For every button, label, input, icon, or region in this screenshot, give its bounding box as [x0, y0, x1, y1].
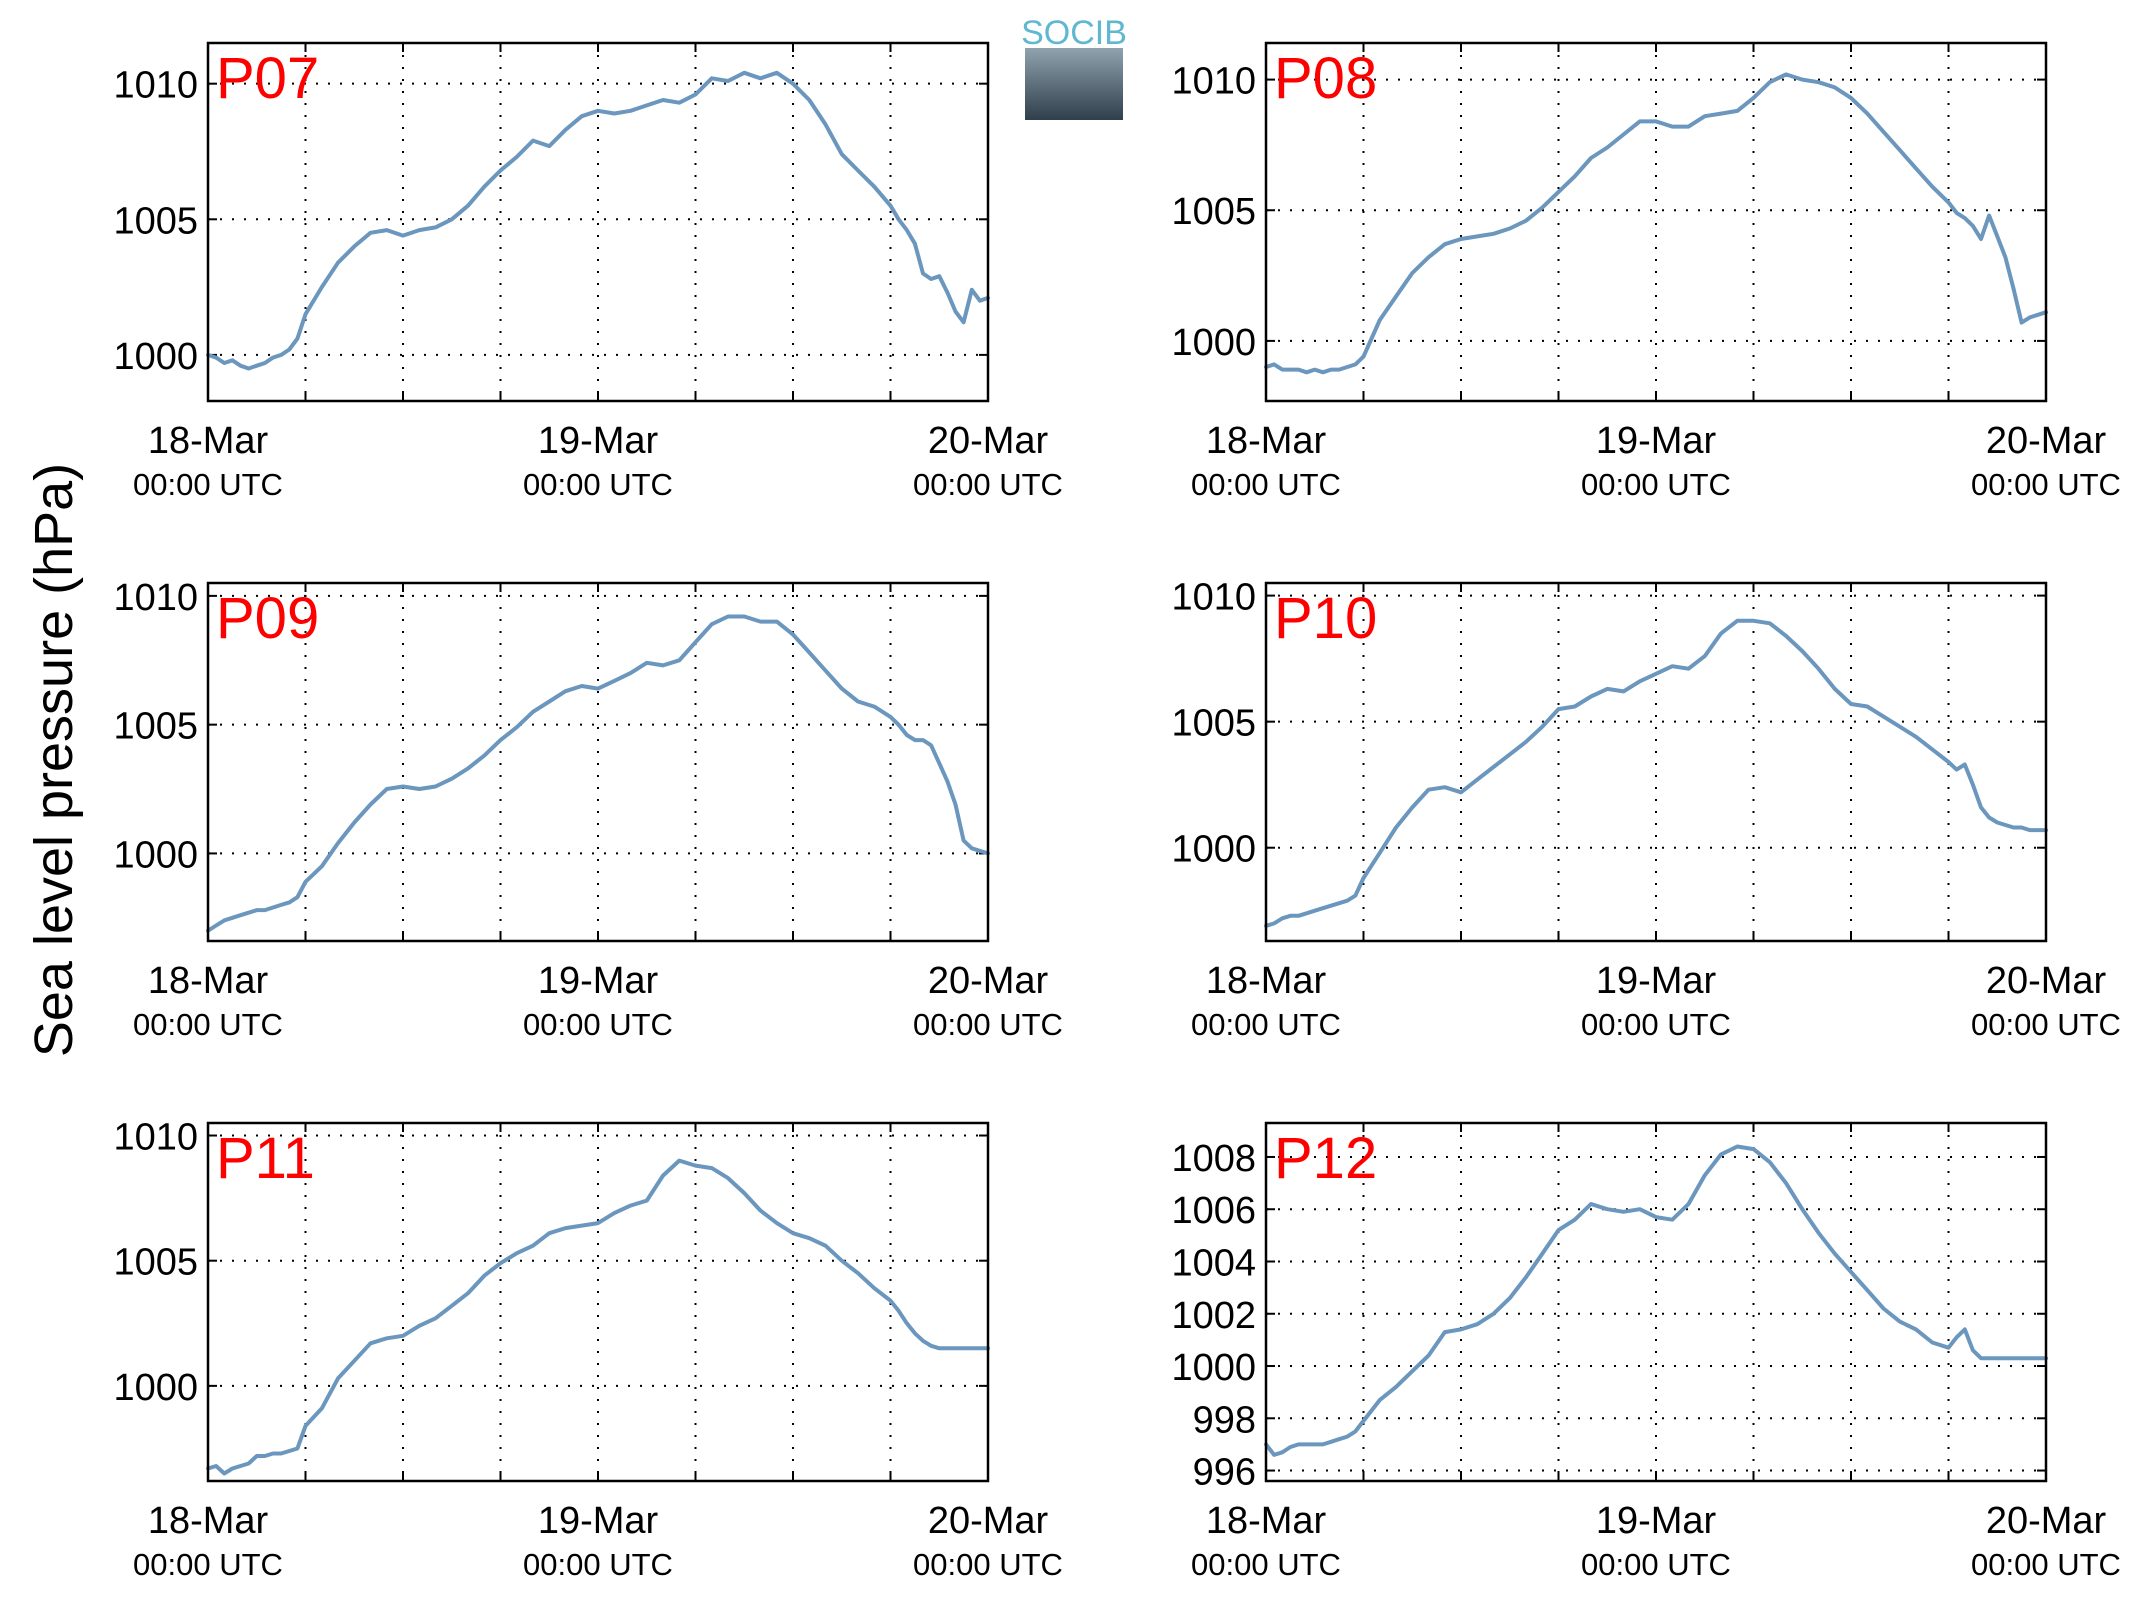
panels: 1000 1005 1010 18-Mar 00:00 UTC 19-Mar 00:00 U…	[113, 41, 2121, 1582]
x-tick-label-time: 00:00 UTC	[1971, 467, 2121, 502]
y-axis-label: Sea level pressure (hPa)	[24, 463, 84, 1057]
x-tick-label-time: 00:00 UTC	[913, 1007, 1063, 1042]
x-tick-label-time: 00:00 UTC	[133, 1547, 283, 1582]
x-tick-label-time: 00:00 UTC	[523, 1007, 673, 1042]
y-tick-label: 1000	[113, 336, 198, 378]
x-tick-label-date: 20-Mar	[928, 1500, 1049, 1542]
axes-frame	[1264, 41, 2048, 403]
x-tick-label-time: 00:00 UTC	[1191, 1007, 1341, 1042]
x-tick-label-date: 19-Mar	[1596, 960, 1717, 1002]
y-tick-label: 1010	[113, 1117, 198, 1159]
series-line-p12	[1264, 1144, 2048, 1457]
x-tick-label-time: 00:00 UTC	[133, 1007, 283, 1042]
x-tick-label-time: 00:00 UTC	[913, 1547, 1063, 1582]
x-tick-label-time: 00:00 UTC	[1191, 1547, 1341, 1582]
x-tick-label-date: 20-Mar	[928, 420, 1049, 462]
x-tick-label-date: 20-Mar	[1986, 1500, 2107, 1542]
y-tick-label: 1002	[1171, 1295, 1256, 1337]
y-tick-label: 1010	[113, 577, 198, 619]
panel-label: P09	[216, 586, 319, 651]
y-tick-label: 1005	[113, 706, 198, 748]
x-tick-label-time: 00:00 UTC	[913, 467, 1063, 502]
y-tick-label: 1010	[1171, 577, 1256, 619]
panel-p11: 1000 1005 1010 18-Mar 00:00 UTC 19-Mar 00:00 U…	[113, 1117, 1063, 1582]
y-tick-label: 1005	[113, 1242, 198, 1284]
axes-frame	[1264, 581, 2048, 943]
y-tick-label: 1010	[1171, 61, 1256, 103]
socib-logo: SOCIB	[1021, 14, 1127, 120]
x-tick-label-date: 18-Mar	[148, 1500, 269, 1542]
series-line-p10	[1264, 618, 2048, 928]
panel-label: P12	[1274, 1126, 1377, 1191]
series-line-p11	[206, 1158, 990, 1476]
x-tick-label-date: 20-Mar	[1986, 960, 2107, 1002]
x-tick-label-time: 00:00 UTC	[1581, 1547, 1731, 1582]
x-tick-label-date: 19-Mar	[538, 960, 659, 1002]
y-tick-label: 1005	[113, 200, 198, 242]
panel-label: P10	[1274, 586, 1377, 651]
series-line-p07	[206, 70, 990, 371]
x-tick-label-time: 00:00 UTC	[133, 467, 283, 502]
y-tick-label: 1005	[1171, 703, 1256, 745]
y-tick-label: 1000	[1171, 829, 1256, 871]
panel-label: P08	[1274, 46, 1377, 111]
y-tick-label: 996	[1193, 1452, 1256, 1494]
x-tick-label-date: 19-Mar	[1596, 1500, 1717, 1542]
x-tick-label-date: 18-Mar	[1206, 420, 1327, 462]
x-tick-label-time: 00:00 UTC	[523, 1547, 673, 1582]
x-tick-label-time: 00:00 UTC	[1581, 467, 1731, 502]
y-tick-label: 1000	[1171, 322, 1256, 364]
x-tick-label-time: 00:00 UTC	[1971, 1547, 2121, 1582]
x-tick-label-date: 20-Mar	[1986, 420, 2107, 462]
x-tick-label-date: 18-Mar	[148, 960, 269, 1002]
y-tick-label: 1010	[113, 65, 198, 107]
x-tick-label-date: 19-Mar	[1596, 420, 1717, 462]
y-tick-label: 998	[1193, 1399, 1256, 1441]
axes-frame	[206, 581, 990, 943]
panel-p12: 996 998 1000 1002 1004 1006 1008 18-Mar 00:00 UT…	[1171, 1121, 2121, 1582]
panel-p08: 1000 1005 1010 18-Mar 00:00 UTC 19-Mar 00:00 U…	[1171, 41, 2121, 502]
axes-frame	[206, 41, 990, 403]
series-line-p08	[1264, 72, 2048, 375]
x-tick-label-date: 18-Mar	[148, 420, 269, 462]
panel-p10: 1000 1005 1010 18-Mar 00:00 UTC 19-Mar 00:00 U…	[1171, 577, 2121, 1042]
x-tick-label-date: 18-Mar	[1206, 1500, 1327, 1542]
x-tick-label-date: 20-Mar	[928, 960, 1049, 1002]
y-tick-label: 1004	[1171, 1242, 1256, 1284]
y-tick-label: 1006	[1171, 1190, 1256, 1232]
y-tick-label: 1000	[1171, 1347, 1256, 1389]
axes-frame	[1264, 1121, 2048, 1483]
panel-label: P07	[216, 46, 319, 111]
x-tick-label-date: 19-Mar	[538, 420, 659, 462]
panel-p09: 1000 1005 1010 18-Mar 00:00 UTC 19-Mar 00:00 U…	[113, 577, 1063, 1042]
panel-label: P11	[216, 1126, 315, 1191]
x-tick-label-time: 00:00 UTC	[523, 467, 673, 502]
x-tick-label-time: 00:00 UTC	[1971, 1007, 2121, 1042]
x-tick-label-date: 18-Mar	[1206, 960, 1327, 1002]
y-tick-label: 1005	[1171, 191, 1256, 233]
axes-frame	[206, 1121, 990, 1483]
series-line-p09	[206, 614, 990, 933]
x-tick-label-time: 00:00 UTC	[1581, 1007, 1731, 1042]
x-tick-label-time: 00:00 UTC	[1191, 467, 1341, 502]
y-tick-label: 1008	[1171, 1138, 1256, 1180]
panel-p07: 1000 1005 1010 18-Mar 00:00 UTC 19-Mar 00:00 U…	[113, 41, 1063, 502]
logo-text: SOCIB	[1021, 14, 1127, 52]
y-tick-label: 1000	[113, 834, 198, 876]
y-tick-label: 1000	[113, 1367, 198, 1409]
x-tick-label-date: 19-Mar	[538, 1500, 659, 1542]
